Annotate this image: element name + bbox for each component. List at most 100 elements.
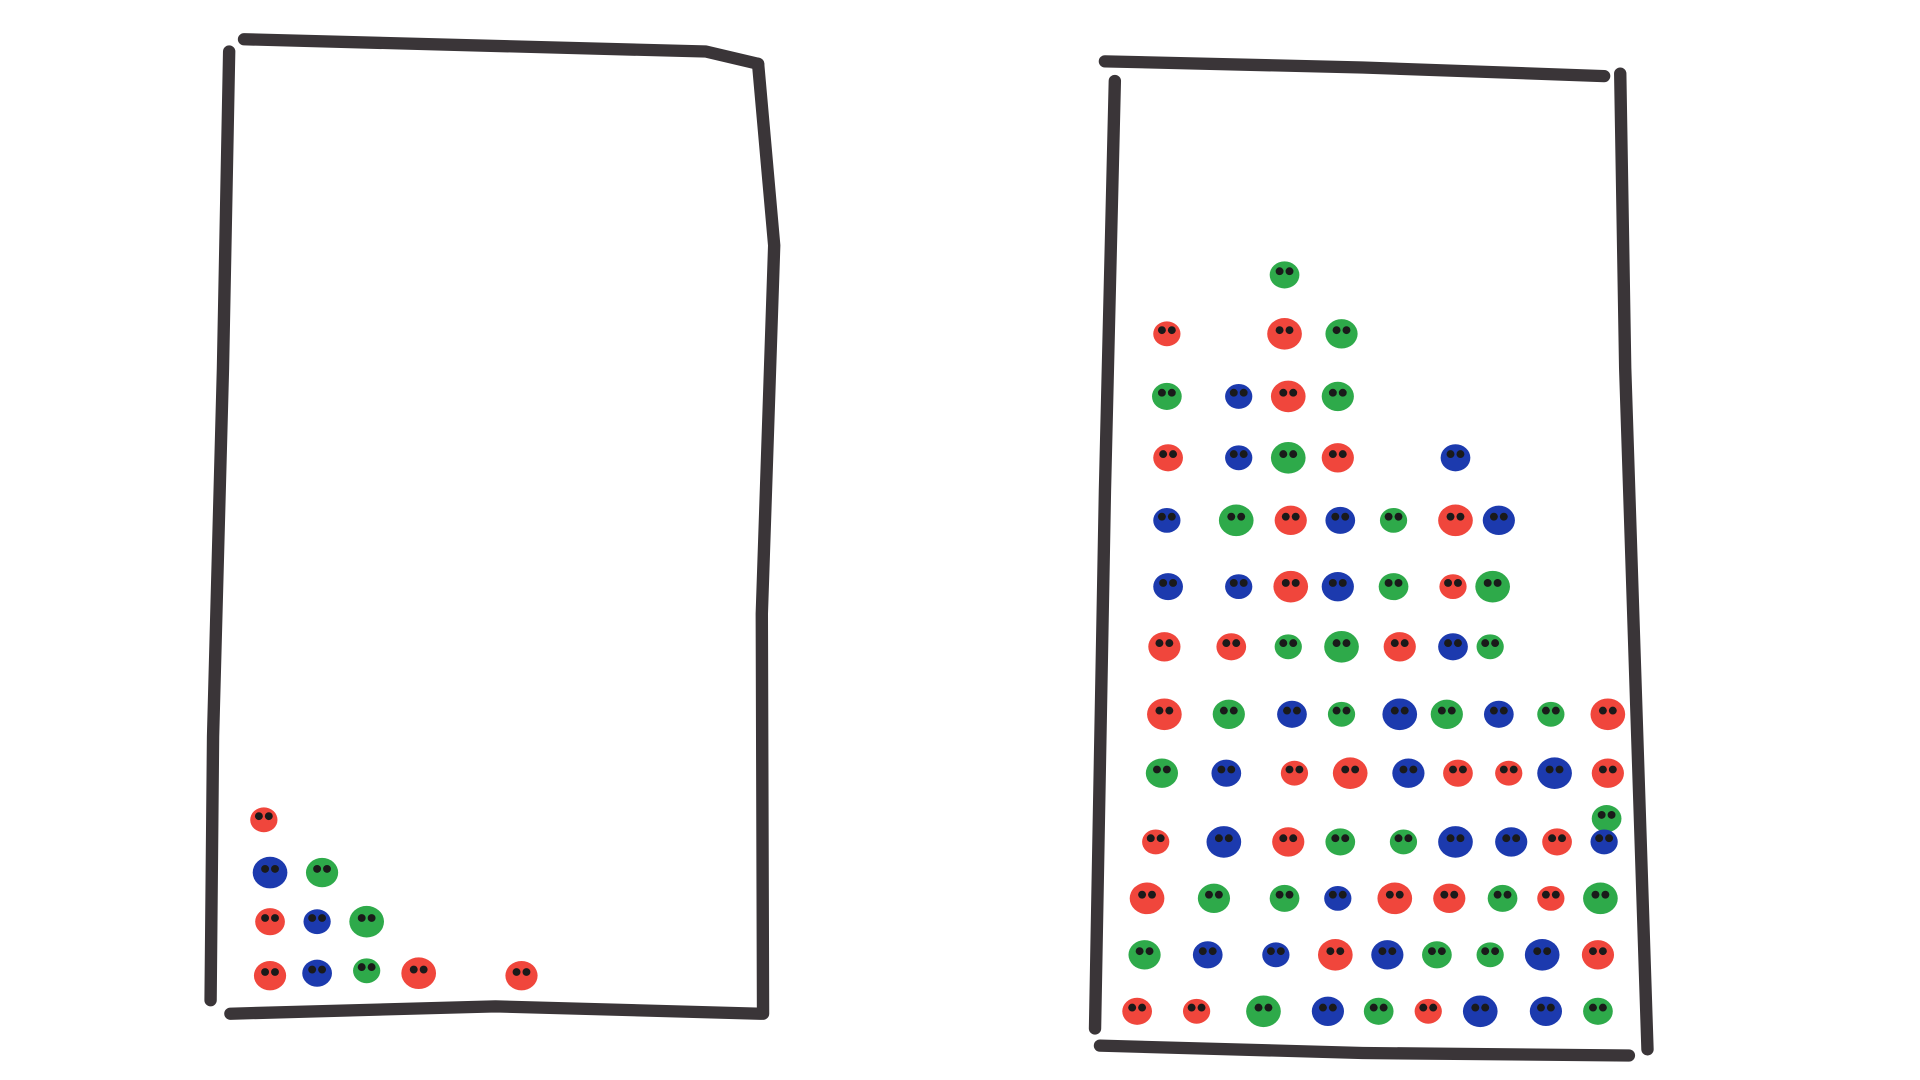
dot [1591, 758, 1624, 788]
dot-eye [1266, 947, 1275, 956]
dot-eye [1390, 639, 1399, 648]
dot [252, 856, 288, 889]
dot-eye [318, 965, 327, 974]
dot-eye [1332, 326, 1341, 335]
dot [1383, 632, 1416, 662]
dot-eye [357, 914, 366, 922]
dot-eye [1224, 834, 1233, 843]
dot [1273, 570, 1309, 603]
dot [1487, 884, 1518, 912]
dot [1325, 319, 1358, 349]
dot-eye [367, 914, 376, 922]
dot-eye [1155, 639, 1164, 648]
dot-eye [1551, 890, 1560, 899]
dot-eye [1489, 512, 1498, 521]
dot-eye [1157, 512, 1166, 521]
dot-eye [1446, 834, 1455, 843]
dot-eye [1167, 326, 1176, 335]
dot-eye [1342, 326, 1351, 335]
dot-eye [1605, 834, 1614, 843]
dot [1439, 574, 1467, 600]
left-box-right [751, 57, 781, 1020]
dot-eye [1512, 834, 1521, 843]
dot [1277, 700, 1307, 728]
right-box-top [1098, 55, 1611, 83]
dot [1476, 942, 1504, 968]
dot-eye [1499, 512, 1508, 521]
dot-eye [1450, 890, 1459, 899]
dot-eye [1555, 765, 1564, 774]
dot [1438, 826, 1473, 858]
dot-eye [1328, 1003, 1337, 1012]
dot-eye [1285, 326, 1294, 335]
dot-eye [1138, 1003, 1147, 1012]
dot-eye [409, 965, 418, 974]
dot-eye [419, 965, 428, 974]
dot-eye [1394, 512, 1403, 521]
dot-eye [1608, 765, 1617, 774]
dot-eye [1409, 765, 1418, 774]
dot-eye [1254, 1003, 1263, 1012]
dot [1325, 506, 1356, 534]
dot [1153, 507, 1181, 533]
dot-eye [1276, 947, 1285, 956]
dot [250, 807, 278, 833]
dot [1325, 828, 1356, 856]
dot [1483, 700, 1514, 728]
dot-eye [1384, 579, 1393, 587]
dot-eye [1481, 947, 1490, 956]
dot [1153, 444, 1183, 472]
dot-eye [1229, 579, 1238, 587]
dot [1392, 758, 1425, 788]
dot-eye [1159, 450, 1168, 459]
left-box-top [237, 33, 765, 70]
dot-eye [261, 914, 270, 922]
dot-eye [1279, 639, 1288, 648]
right-box-left [1088, 74, 1122, 1035]
dot-eye [1239, 388, 1248, 397]
dot [305, 857, 339, 888]
dot [1583, 882, 1618, 915]
dot-eye [1214, 834, 1223, 843]
dot [1438, 504, 1473, 537]
dot-eye [367, 963, 376, 972]
dot-eye [271, 914, 279, 922]
dot [1332, 757, 1368, 789]
dot-eye [1388, 947, 1397, 956]
dot-eye [1502, 834, 1511, 843]
dot-eye [1481, 639, 1490, 648]
dot-eye [1229, 706, 1238, 715]
dot-eye [1217, 765, 1226, 774]
dot [1122, 997, 1152, 1025]
dot-eye [1157, 326, 1166, 335]
dot-eye [1456, 512, 1465, 521]
dot [1311, 996, 1344, 1026]
dot-eye [1229, 450, 1238, 459]
dot-eye [1229, 388, 1238, 397]
dot-eye [1341, 834, 1350, 843]
left-box-left [204, 45, 236, 1007]
dot-eye [1453, 579, 1462, 587]
dot [1414, 998, 1442, 1024]
dot [1272, 827, 1305, 857]
dot-eye [1598, 947, 1607, 956]
dot-eye [1165, 639, 1174, 648]
dot-eye [1503, 890, 1512, 899]
dot [1583, 997, 1613, 1025]
dot-eye [1493, 890, 1502, 899]
dot [1495, 827, 1528, 857]
dot [1321, 381, 1354, 412]
dot-eye [1328, 890, 1337, 899]
dot [255, 908, 285, 936]
dot [1529, 996, 1563, 1026]
dot-eye [1341, 512, 1350, 521]
dot-eye [1489, 706, 1498, 715]
dot-eye [1281, 512, 1290, 521]
dot [1267, 318, 1302, 350]
dot-eye [1533, 947, 1542, 956]
dot-eye [1152, 765, 1161, 774]
dot-eye [264, 812, 273, 821]
